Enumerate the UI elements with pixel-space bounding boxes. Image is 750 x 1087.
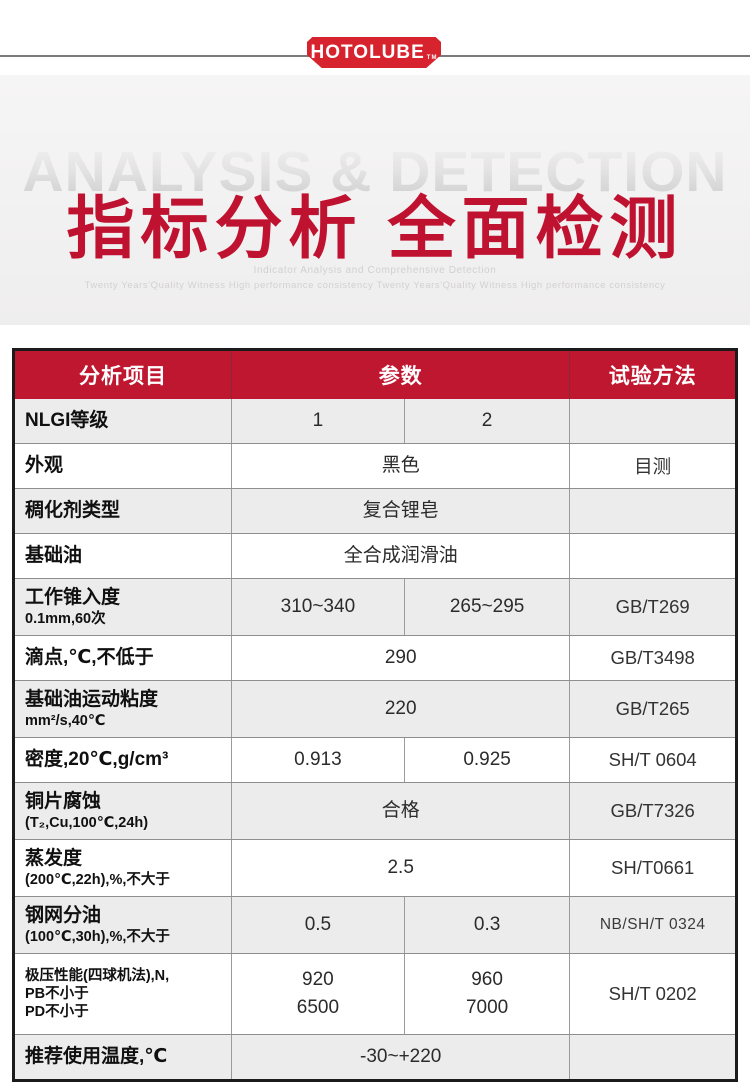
item-label-cell: 工作锥入度 0.1mm,60次	[15, 579, 231, 635]
param-value-cell: 复合锂皂	[231, 489, 569, 533]
item-label-line: 推荐使用温度,℃	[25, 1045, 168, 1067]
method-cell: NB/SH/T 0324	[569, 897, 735, 953]
table-row: 滴点,℃,不低于 290 GB/T3498	[15, 635, 735, 680]
spec-table: 分析项目 参数 试验方法 NLGI等级 1 2 外观 黑色 目测稠化剂类型 复合锂皂基础油 全…	[12, 348, 738, 1082]
item-label-cell: 稠化剂类型	[15, 489, 231, 533]
hero-subtitle-line2: Twenty Years'Quality Witness High perfor…	[84, 280, 666, 291]
param-value-cell: 310~340	[231, 579, 404, 635]
item-label-line: (100℃,30h),%,不大于	[25, 929, 170, 946]
item-label-line: PB不小于	[25, 985, 89, 1002]
item-label-cell: 滴点,℃,不低于	[15, 636, 231, 680]
param-value-cell: 265~295	[403, 579, 570, 635]
item-label-cell: 铜片腐蚀 (T₂,Cu,100℃,24h)	[15, 783, 231, 839]
method-cell: SH/T 0604	[569, 738, 735, 782]
item-label-line: 钢网分油	[25, 904, 102, 926]
method-cell: GB/T3498	[569, 636, 735, 680]
header-analysis-item: 分析项目	[79, 365, 167, 388]
page-title: 指标分析 全面检测	[66, 191, 684, 267]
table-row: 外观 黑色 目测	[15, 443, 735, 488]
method-cell: GB/T7326	[569, 783, 735, 839]
top-bar: HOTOLUBE TM	[0, 0, 750, 75]
param-value-cell: 2	[403, 399, 570, 443]
item-label-cell: 外观	[15, 444, 231, 488]
hero-banner: ANALYSIS & DETECTION 指标分析 全面检测 Indicator…	[0, 75, 750, 325]
item-label-cell: NLGI等级	[15, 399, 231, 443]
param-value-cell: 0.913	[231, 738, 404, 782]
item-label-cell: 蒸发度 (200℃,22h),%,不大于	[15, 840, 231, 896]
item-label-cell: 钢网分油 (100℃,30h),%,不大于	[15, 897, 231, 953]
item-label-cell: 极压性能(四球机法),N, PB不小于 PD不小于	[15, 954, 231, 1034]
item-label-line: 基础油运动粘度	[25, 688, 159, 710]
param-value-cell: 0.925	[403, 738, 570, 782]
method-cell	[569, 489, 735, 533]
table-row: 推荐使用温度,℃ -30~+220	[15, 1034, 735, 1079]
item-label-line: 0.1mm,60次	[25, 611, 106, 628]
param-value-cell: 1	[231, 399, 404, 443]
item-label-line: 蒸发度	[25, 847, 83, 869]
item-label-line: 滴点,℃,不低于	[25, 646, 154, 668]
spec-table-body: NLGI等级 1 2 外观 黑色 目测稠化剂类型 复合锂皂基础油 全合成润滑油工作锥入度 0.1…	[15, 399, 735, 1079]
table-row: 稠化剂类型 复合锂皂	[15, 488, 735, 533]
method-cell: GB/T269	[569, 579, 735, 635]
method-cell: GB/T265	[569, 681, 735, 737]
table-row: 铜片腐蚀 (T₂,Cu,100℃,24h) 合格 GB/T7326	[15, 782, 735, 839]
item-label-line: 铜片腐蚀	[25, 790, 102, 812]
trademark-symbol: TM	[426, 55, 438, 61]
method-cell	[569, 1035, 735, 1079]
header-parameters: 参数	[231, 351, 569, 399]
method-cell	[569, 534, 735, 578]
table-row: 工作锥入度 0.1mm,60次 310~340 265~295 GB/T269	[15, 578, 735, 635]
param-value-cell: 0.3	[403, 897, 570, 953]
item-label-line: 极压性能(四球机法),N,	[25, 967, 170, 984]
item-label-line: 工作锥入度	[25, 586, 121, 608]
item-label-cell: 推荐使用温度,℃	[15, 1035, 231, 1079]
param-value-cell: 0.5	[231, 897, 404, 953]
table-row: 极压性能(四球机法),N, PB不小于 PD不小于 920 6500 960 7000 S…	[15, 953, 735, 1034]
param-value-cell: 合格	[231, 783, 569, 839]
method-cell: SH/T 0202	[569, 954, 735, 1034]
item-label-line: 密度,20℃,g/cm³	[25, 748, 169, 770]
param-value-cell: 2.5	[231, 840, 569, 896]
method-cell: 目测	[569, 444, 735, 488]
item-label-line: PD不小于	[25, 1004, 89, 1021]
item-label-line: (200℃,22h),%,不大于	[25, 872, 170, 889]
spec-table-header: 分析项目 参数 试验方法	[15, 351, 735, 399]
item-label-line: 外观	[25, 454, 64, 476]
hero-watermark-text: ANALYSIS & DETECTION	[0, 139, 750, 205]
brand-logo: HOTOLUBE TM	[307, 37, 441, 68]
item-label-line: NLGI等级	[25, 409, 109, 431]
item-label-cell: 密度,20℃,g/cm³	[15, 738, 231, 782]
table-row: 蒸发度 (200℃,22h),%,不大于 2.5 SH/T0661	[15, 839, 735, 896]
item-label-line: (T₂,Cu,100℃,24h)	[25, 815, 149, 832]
param-value-cell: 220	[231, 681, 569, 737]
item-label-cell: 基础油运动粘度 mm²/s,40℃	[15, 681, 231, 737]
param-value-cell: 全合成润滑油	[231, 534, 569, 578]
table-row: 钢网分油 (100℃,30h),%,不大于 0.5 0.3 NB/SH/T 0324	[15, 896, 735, 953]
header-test-method: 试验方法	[569, 351, 735, 399]
brand-logo-text: HOTOLUBE	[310, 41, 425, 63]
param-value-cell: -30~+220	[231, 1035, 569, 1079]
param-value-cell: 920 6500	[231, 954, 404, 1034]
param-value-cell: 960 7000	[403, 954, 570, 1034]
item-label-cell: 基础油	[15, 534, 231, 578]
table-row: 基础油 全合成润滑油	[15, 533, 735, 578]
item-label-line: 稠化剂类型	[25, 499, 121, 521]
table-row: NLGI等级 1 2	[15, 399, 735, 443]
method-cell: SH/T0661	[569, 840, 735, 896]
table-row: 基础油运动粘度 mm²/s,40℃ 220 GB/T265	[15, 680, 735, 737]
hero-subtitle-line1: Indicator Analysis and Comprehensive Det…	[253, 265, 497, 276]
method-cell	[569, 399, 735, 443]
item-label-line: 基础油	[25, 544, 83, 566]
param-value-cell: 290	[231, 636, 569, 680]
table-row: 密度,20℃,g/cm³ 0.913 0.925 SH/T 0604	[15, 737, 735, 782]
param-value-cell: 黑色	[231, 444, 569, 488]
item-label-line: mm²/s,40℃	[25, 713, 106, 730]
